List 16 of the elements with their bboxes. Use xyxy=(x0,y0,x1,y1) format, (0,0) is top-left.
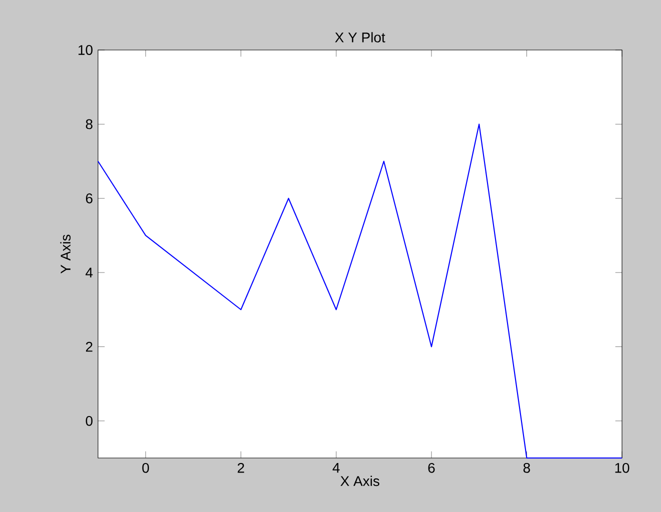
x-tick-label: 6 xyxy=(428,462,435,473)
x-tick-label: 8 xyxy=(523,462,530,473)
y-tick-label: 2 xyxy=(86,342,92,352)
y-tick-label: 4 xyxy=(86,268,93,278)
y-axis-title: Y Axis xyxy=(60,234,71,274)
y-tick-label: 8 xyxy=(86,119,92,130)
x-axis-title: X Axis xyxy=(340,476,380,486)
y-tick-label: 10 xyxy=(78,45,93,55)
x-tick-label: 0 xyxy=(142,462,149,473)
x-tick-label: 4 xyxy=(332,462,340,473)
chart-title: X Y Plot xyxy=(335,32,386,42)
y-tick-label: 0 xyxy=(86,416,93,426)
x-tick-label: 2 xyxy=(238,462,244,473)
line-series xyxy=(97,124,623,459)
y-tick-label: 6 xyxy=(86,193,92,204)
x-tick-label: 10 xyxy=(615,462,630,473)
